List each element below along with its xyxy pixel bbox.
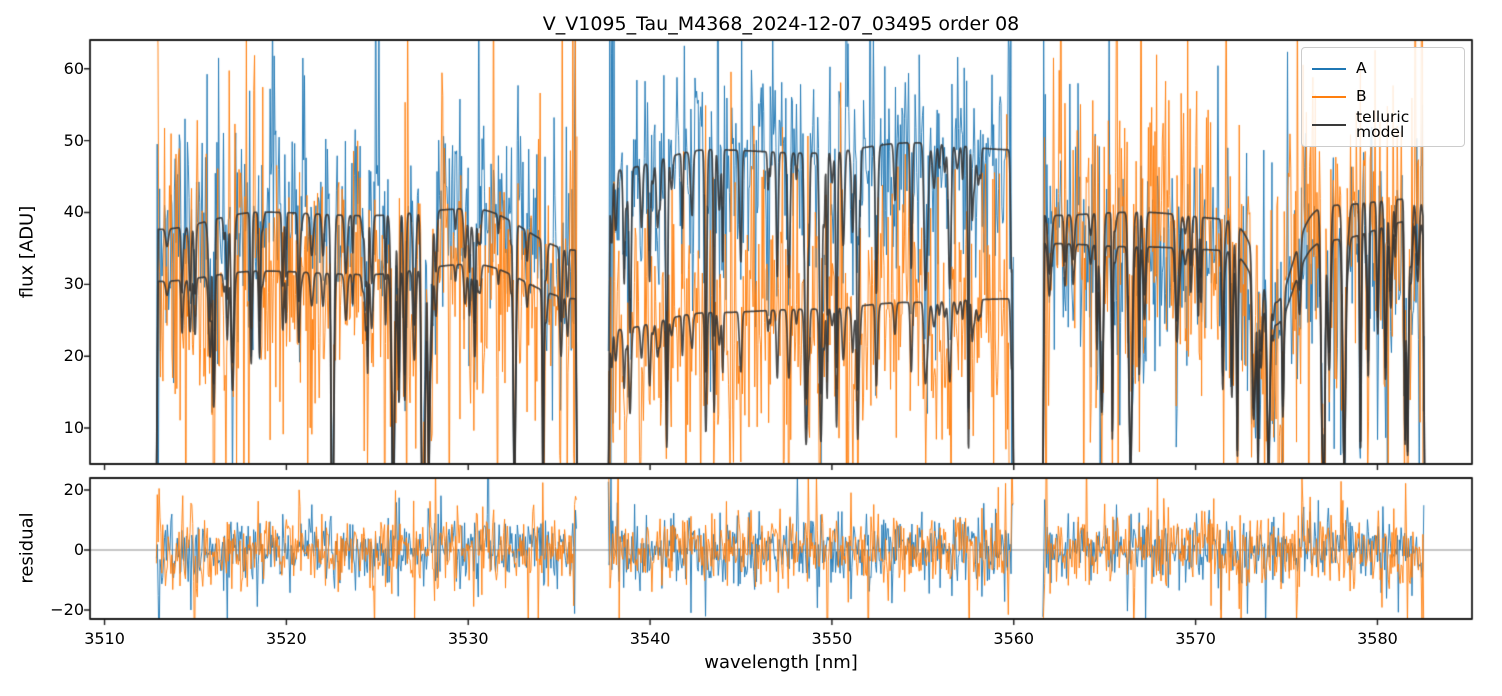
legend-item-a: A [1312, 55, 1454, 83]
legend-label-b: B [1356, 87, 1367, 106]
flux-axis-label: flux [ADU] [16, 205, 38, 299]
x-tick-label: 3510 [84, 629, 125, 648]
x-tick-label: 3560 [993, 629, 1035, 648]
flux-panel [90, 40, 1472, 464]
residual-tick-label: 20 [63, 480, 84, 499]
residual-axis-label: residual [16, 512, 38, 584]
x-tick-label: 3550 [811, 629, 853, 648]
x-tick-label: 3520 [266, 629, 307, 648]
residual-tick-label: −20 [50, 600, 84, 619]
legend-label-telluric: telluric model [1356, 107, 1410, 141]
figure-title: V_V1095_Tau_M4368_2024-12-07_03495 order… [542, 13, 1020, 35]
x-tick-label: 3540 [629, 629, 671, 648]
telluric-model-line-swatch [1312, 124, 1346, 126]
flux-tick-label: 40 [63, 202, 84, 222]
flux-tick-label: 60 [63, 58, 84, 78]
x-axis-label: wavelength [nm] [704, 652, 858, 673]
legend: A B telluric model [1301, 47, 1465, 147]
x-tick-label: 3570 [1175, 629, 1216, 648]
legend-item-b: B [1312, 83, 1454, 111]
residual-panel [90, 478, 1472, 619]
flux-tick-label: 50 [63, 130, 84, 150]
flux-tick-label: 30 [63, 274, 84, 294]
flux-tick-label: 20 [63, 346, 84, 366]
residual-tick-label: 0 [73, 540, 84, 559]
x-tick-label: 3530 [447, 629, 489, 648]
series-b-line-swatch [1312, 96, 1346, 98]
legend-item-telluric: telluric model [1312, 107, 1454, 141]
flux-tick-label: 10 [63, 418, 84, 438]
x-tick-label: 3580 [1357, 629, 1398, 648]
series-a-line-swatch [1312, 68, 1346, 70]
legend-label-a: A [1356, 59, 1367, 78]
